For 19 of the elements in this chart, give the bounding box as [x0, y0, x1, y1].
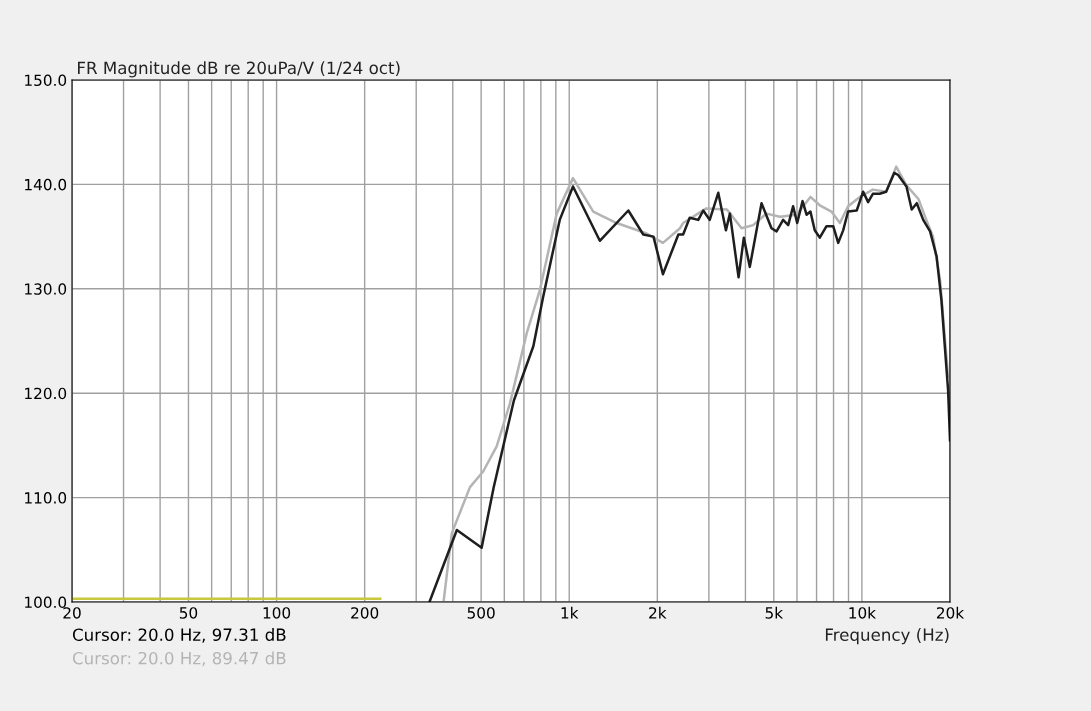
y-tick-label: 140.0 [25, 178, 67, 191]
x-axis-title: Frequency (Hz) [825, 628, 949, 645]
x-tick-label: 1k [561, 606, 579, 619]
x-tick-label: 10k [849, 606, 876, 619]
y-tick-label: 110.0 [25, 492, 67, 504]
x-tick-label: 200 [351, 607, 379, 619]
y-tick-label: 130.0 [25, 283, 67, 295]
y-tick-label: 150.0 [25, 74, 67, 87]
chart-title: FR Magnitude dB re 20uPa/V (1/24 oct) [78, 61, 400, 78]
x-tick-label: 50 [179, 607, 198, 619]
x-tick-label: 20k [936, 606, 965, 619]
y-tick-label: 120.0 [25, 387, 67, 400]
x-tick-label: 2k [649, 606, 667, 619]
x-tick-label: 5k [765, 606, 784, 619]
text: Cursor: 20.0 Hz, 97.31 dB [72, 628, 286, 643]
x-tick-label: 20 [63, 607, 81, 619]
x-tick-label: 500 [467, 607, 495, 619]
text: Cursor: 20.0 Hz, 89.47 dB [72, 651, 286, 667]
x-tick-label: 100 [263, 607, 291, 619]
